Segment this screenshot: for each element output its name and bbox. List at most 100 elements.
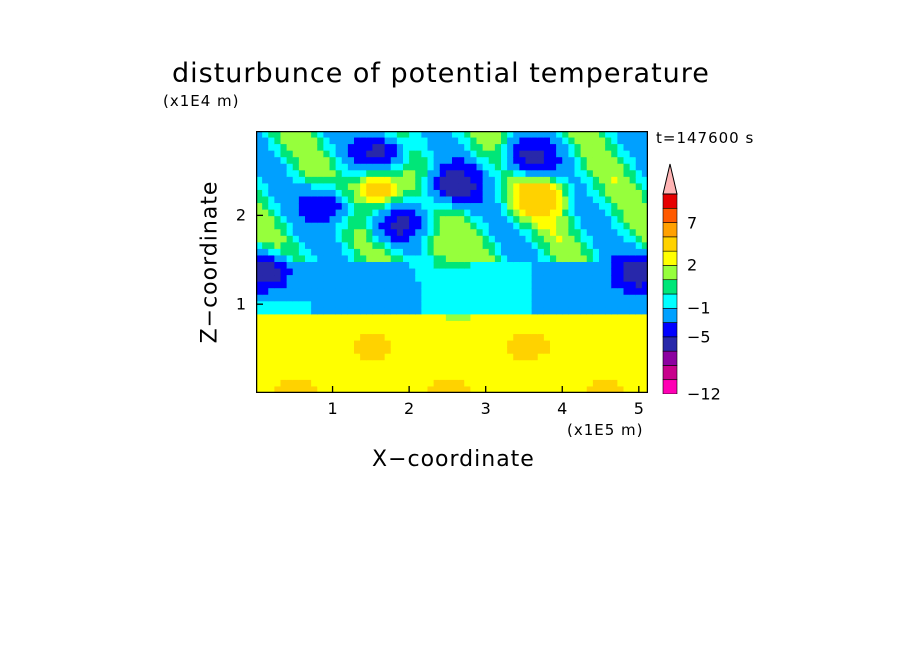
heatmap-cell: [335, 255, 343, 263]
heatmap-cell: [525, 170, 533, 178]
heatmap-cell: [531, 314, 539, 322]
heatmap-cell: [635, 275, 643, 283]
heatmap-cell: [396, 275, 404, 283]
heatmap-cell: [341, 150, 349, 158]
heatmap-cell: [550, 268, 557, 276]
heatmap-cell: [256, 203, 263, 211]
heatmap-cell: [329, 131, 337, 139]
heatmap-cell: [280, 163, 288, 171]
heatmap-cell: [562, 209, 569, 217]
heatmap-cell: [623, 209, 631, 217]
heatmap-cell: [403, 334, 410, 342]
heatmap-cell: [403, 320, 410, 329]
heatmap-cell: [445, 131, 453, 139]
heatmap-cell: [262, 360, 269, 368]
heatmap-cell: [543, 373, 551, 381]
heatmap-cell: [360, 196, 367, 204]
heatmap-cell: [568, 334, 576, 342]
heatmap-cell: [556, 327, 563, 335]
heatmap-cell: [537, 307, 545, 315]
heatmap-cell: [562, 340, 569, 348]
heatmap-cell: [384, 157, 392, 165]
heatmap-cell: [317, 189, 324, 198]
heatmap-cell: [452, 183, 459, 191]
heatmap-cell: [415, 379, 422, 388]
heatmap-cell: [556, 347, 563, 355]
heatmap-cell: [439, 248, 447, 257]
heatmap-cell: [439, 183, 447, 191]
heatmap-cell: [470, 314, 478, 322]
heatmap-cell: [568, 222, 576, 230]
heatmap-cell: [550, 209, 557, 217]
heatmap-cell: [525, 229, 533, 237]
heatmap-cell: [421, 189, 429, 198]
heatmap-cell: [329, 235, 337, 243]
heatmap-cell: [311, 222, 318, 230]
heatmap-cell: [384, 131, 392, 139]
heatmap-cell: [409, 307, 416, 315]
heatmap-cell: [568, 373, 576, 381]
heatmap-cell: [372, 222, 380, 230]
heatmap-cell: [372, 314, 380, 322]
heatmap-cell: [286, 334, 294, 342]
heatmap-cell: [568, 366, 576, 374]
heatmap-cell: [292, 301, 300, 309]
heatmap-cell: [329, 301, 337, 309]
heatmap-cell: [519, 189, 527, 198]
heatmap-cell: [262, 366, 269, 374]
heatmap-cell: [409, 216, 416, 224]
heatmap-cell: [482, 183, 490, 191]
heatmap-cell: [543, 262, 551, 270]
heatmap-cell: [403, 275, 410, 283]
heatmap-cell: [335, 163, 343, 171]
heatmap-cell: [311, 340, 318, 348]
heatmap-cell: [617, 347, 625, 355]
heatmap-cell: [482, 275, 490, 283]
heatmap-cell: [323, 242, 331, 250]
heatmap-cell: [617, 157, 625, 165]
heatmap-cell: [329, 373, 337, 381]
heatmap-cell: [390, 373, 398, 381]
heatmap-cell: [415, 170, 422, 178]
heatmap-cell: [378, 386, 386, 393]
heatmap-cell: [470, 340, 478, 348]
heatmap-cell: [641, 144, 648, 152]
heatmap-cell: [433, 294, 441, 302]
heatmap-cell: [568, 216, 576, 224]
heatmap-cell: [550, 150, 557, 158]
heatmap-cell: [611, 144, 618, 152]
heatmap-cell: [360, 268, 367, 276]
heatmap-cell: [482, 235, 490, 243]
heatmap-cell: [396, 196, 404, 204]
heatmap-cell: [494, 334, 502, 342]
heatmap-cell: [256, 353, 263, 361]
heatmap-cell: [403, 157, 410, 165]
heatmap-cell: [635, 262, 643, 270]
heatmap-cell: [586, 137, 594, 145]
heatmap-cell: [452, 216, 459, 224]
heatmap-cell: [641, 163, 648, 171]
heatmap-cell: [256, 222, 263, 230]
heatmap-cell: [476, 170, 484, 178]
heatmap-cell: [458, 360, 465, 368]
plot-frame: [256, 131, 648, 393]
heatmap-cell: [341, 379, 349, 388]
heatmap-cell: [452, 137, 459, 145]
heatmap-cell: [641, 294, 648, 302]
heatmap-cell: [341, 320, 349, 329]
heatmap-cell: [445, 281, 453, 289]
heatmap-cell: [605, 275, 612, 283]
heatmap-cell: [433, 353, 441, 361]
heatmap-cell: [311, 360, 318, 368]
heatmap-cell: [556, 189, 563, 198]
heatmap-cell: [580, 360, 588, 368]
heatmap-cell: [341, 209, 349, 217]
heatmap-cell: [513, 294, 520, 302]
heatmap-cell: [347, 255, 355, 263]
heatmap-cell: [586, 307, 594, 315]
heatmap-cell: [488, 334, 496, 342]
heatmap-cell: [403, 340, 410, 348]
heatmap-cell: [629, 222, 637, 230]
heatmap-cell: [403, 294, 410, 302]
heatmap-cell: [305, 144, 312, 152]
